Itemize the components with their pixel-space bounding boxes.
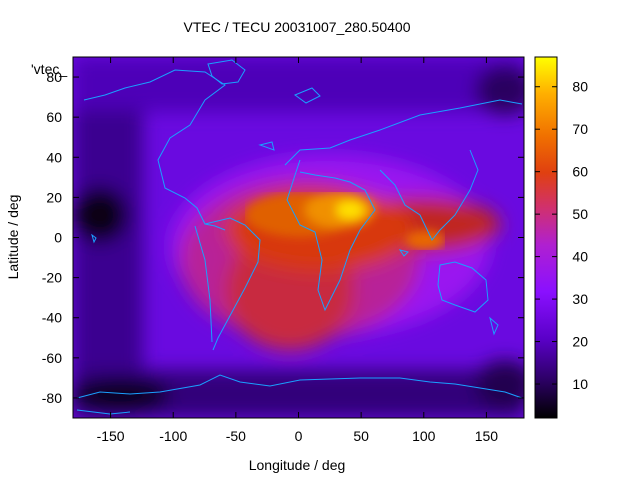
y-tick-label: -60	[42, 350, 62, 366]
y-tick-label: 40	[46, 149, 62, 165]
x-tick-label: -50	[226, 428, 246, 444]
y-tick-label: -80	[42, 390, 62, 406]
y-tick-label: 80	[46, 69, 62, 85]
colorbar-tick-label: 10	[572, 376, 588, 392]
colorbar-tick-label: 80	[572, 79, 588, 95]
colorbar-tick-label: 40	[572, 249, 588, 265]
colorbar-tick-label: 50	[572, 206, 588, 222]
colorbar	[534, 56, 558, 419]
colorbar-tick-label: 30	[572, 291, 588, 307]
colorbar-tick-label: 70	[572, 121, 588, 137]
y-axis-label: Latitude / deg	[5, 195, 21, 280]
x-tick-label: -150	[97, 428, 125, 444]
coastlines	[76, 59, 523, 415]
heatmap-field	[73, 57, 524, 418]
y-axis: -80 -60 -40 -20 0 20 40 60 80	[42, 69, 524, 406]
y-tick-label: -20	[42, 270, 62, 286]
colorbar-tick-label: 20	[572, 334, 588, 350]
series-label: 'vtec_	[31, 61, 67, 77]
x-axis: -150 -100 -50 0 50 100 150	[97, 57, 499, 444]
y-tick-label: 0	[54, 230, 62, 246]
y-tick-label: 60	[46, 109, 62, 125]
colorbar-tick-label: 60	[572, 164, 588, 180]
y-tick-label: 20	[46, 189, 62, 205]
y-tick-label: -40	[42, 310, 62, 326]
x-tick-label: 150	[475, 428, 499, 444]
x-axis-label: Longitude / deg	[249, 457, 346, 473]
chart-title: VTEC / TECU 20031007_280.50400	[183, 19, 410, 35]
x-tick-label: -100	[159, 428, 187, 444]
x-tick-label: 100	[412, 428, 436, 444]
x-tick-label: 0	[295, 428, 303, 444]
x-tick-label: 50	[353, 428, 369, 444]
colorbar-axis: 10 20 30 40 50 60 70 80	[535, 79, 588, 392]
